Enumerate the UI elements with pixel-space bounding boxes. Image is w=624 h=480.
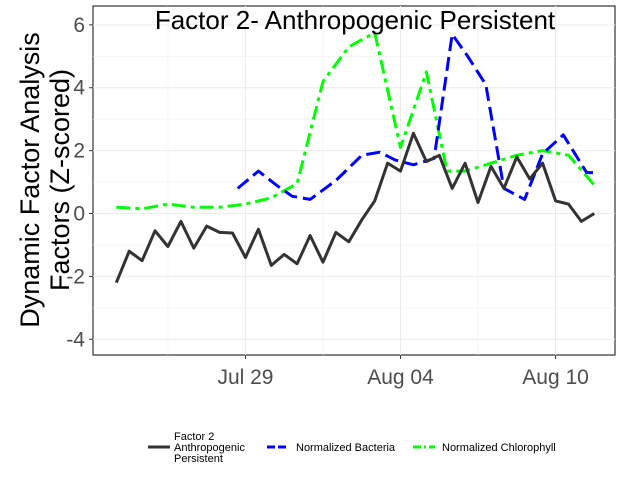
- y-tick-label: 6: [73, 14, 85, 37]
- plot-panel: [92, 5, 616, 356]
- y-tick-label: -2: [66, 265, 85, 288]
- x-tick-label: Aug 10: [522, 366, 589, 389]
- series-line-chlorophyll: [116, 31, 596, 211]
- legend-label-0: Factor 2: [174, 431, 214, 443]
- series-line-factor2: [114, 131, 596, 284]
- series-group: [114, 31, 596, 284]
- x-tick-label: Aug 04: [367, 366, 434, 389]
- chart-title: Factor 2- Anthropogenic Persistent: [155, 5, 556, 35]
- y-axis-label-line-2: Factors (Z-scored): [45, 69, 75, 291]
- y-axis-label-line-1: Dynamic Factor Analysis: [15, 32, 45, 328]
- legend-label-1: Normalized Bacteria: [296, 442, 396, 454]
- legend-label-2: Normalized Chlorophyll: [442, 442, 556, 454]
- legend-label-0: Persistent: [174, 453, 223, 465]
- legend-label-0: Anthropogenic: [174, 442, 245, 454]
- y-axis: -4 -2 0 2 4 6: [66, 14, 93, 351]
- y-tick-label: 0: [73, 203, 85, 226]
- grid-lines: [93, 6, 615, 355]
- y-tick-label: 2: [73, 140, 85, 163]
- y-tick-label: -4: [66, 328, 85, 351]
- x-axis: Jul 29 Aug 04 Aug 10: [217, 355, 589, 389]
- y-tick-label: 4: [73, 77, 85, 100]
- series-line-bacteria: [236, 32, 595, 201]
- x-tick-label: Jul 29: [217, 366, 273, 389]
